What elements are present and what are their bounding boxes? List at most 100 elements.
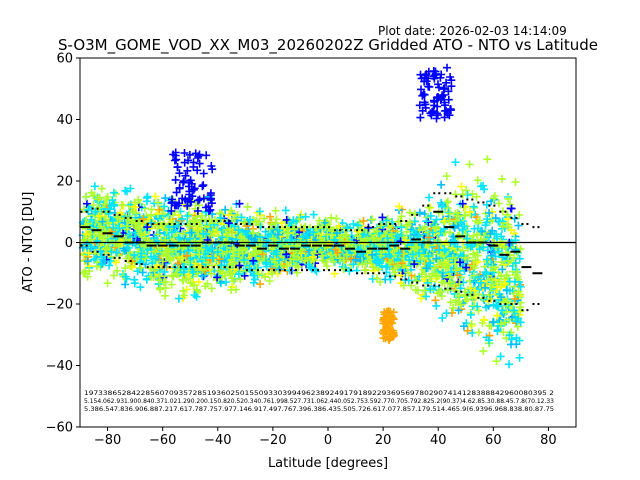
- scatter-point: [89, 191, 98, 200]
- scatter-point: [469, 261, 478, 270]
- scatter-point: [100, 200, 109, 208]
- scatter-point: [121, 280, 130, 289]
- scatter-point: [410, 260, 419, 269]
- scatter-point: [458, 199, 467, 208]
- scatter-point: [184, 270, 193, 279]
- scatter-point: [432, 224, 441, 233]
- scatter-point: [422, 264, 431, 273]
- scatter-point: [438, 202, 446, 211]
- scatter-point: [319, 256, 327, 265]
- scatter-point: [185, 210, 193, 219]
- scatter-point: [195, 150, 204, 159]
- scatter-point: [178, 215, 187, 224]
- scatter-point: [503, 299, 511, 308]
- scatter-point: [417, 270, 426, 279]
- scatter-point: [422, 217, 431, 226]
- scatter-point: [479, 347, 488, 356]
- scatter-point: [265, 277, 274, 285]
- scatter-point: [353, 232, 362, 241]
- scatter-point: [79, 269, 88, 278]
- scatter-point: [312, 267, 321, 276]
- scatter-point: [433, 272, 442, 281]
- scatter-point: [454, 211, 463, 220]
- scatter-point: [509, 308, 517, 316]
- x-tick-label: −20: [259, 433, 286, 448]
- scatter-point: [509, 306, 518, 315]
- scatter-point: [167, 280, 176, 289]
- scatter-point: [103, 279, 112, 288]
- scatter-point: [281, 206, 290, 215]
- scatter-point: [511, 295, 519, 303]
- scatter-point: [236, 275, 245, 284]
- scatter-point: [234, 226, 243, 235]
- scatter-point: [120, 246, 129, 255]
- chart-title: S-O3M_GOME_VOD_XX_M03_20260202Z Gridded …: [58, 36, 598, 55]
- scatter-point: [171, 175, 180, 184]
- scatter-point: [446, 209, 454, 218]
- scatter-point: [479, 315, 488, 324]
- scatter-point: [411, 243, 420, 252]
- scatter-point: [298, 226, 307, 235]
- x-tick-label: 40: [430, 433, 447, 448]
- scatter-point: [466, 284, 475, 293]
- scatter-point: [402, 227, 411, 236]
- scatter-point: [216, 213, 225, 222]
- scatter-point: [318, 251, 326, 260]
- scatter-point: [488, 263, 497, 272]
- scatter-point: [199, 194, 208, 203]
- scatter-point: [422, 251, 431, 260]
- scatter-point: [417, 294, 426, 303]
- scatter-point: [350, 254, 359, 263]
- scatter-point: [209, 253, 218, 262]
- scatter-point: [185, 178, 193, 187]
- scatter-point: [429, 72, 438, 81]
- scatter-point: [504, 223, 513, 232]
- scatter-point: [218, 233, 227, 242]
- scatter-point: [487, 274, 496, 283]
- y-tick-label: −60: [46, 421, 73, 436]
- scatter-point: [189, 268, 198, 276]
- y-tick-label: 20: [56, 175, 73, 190]
- scatter-point: [462, 295, 471, 304]
- scatter-point: [228, 247, 237, 255]
- scatter-point: [435, 245, 443, 254]
- scatter-point: [223, 254, 232, 263]
- scatter-point: [494, 247, 503, 256]
- scatter-point: [474, 328, 483, 337]
- scatter-point: [155, 205, 164, 214]
- scatter-point: [222, 225, 231, 234]
- scatter-point: [225, 267, 234, 276]
- scatter-point: [494, 199, 503, 208]
- scatter-point: [255, 207, 264, 216]
- scatter-point: [185, 194, 194, 203]
- scatter-point: [111, 258, 120, 267]
- scatter-point: [256, 280, 265, 289]
- scatter-point: [237, 213, 246, 222]
- scatter-point: [274, 230, 282, 239]
- scatter-point: [442, 172, 451, 181]
- scatter-point: [410, 252, 419, 261]
- scatter-point: [499, 328, 508, 337]
- scatter-point: [481, 268, 490, 277]
- scatter-point: [333, 229, 341, 238]
- scatter-point: [484, 336, 493, 345]
- scatter-point: [183, 166, 192, 175]
- scatter-point: [425, 272, 434, 281]
- scatter-point: [230, 252, 238, 261]
- scatter-point: [443, 197, 452, 206]
- scatter-point: [442, 78, 451, 87]
- scatter-point: [303, 256, 312, 265]
- scatter-point: [185, 150, 194, 159]
- scatter-point: [271, 255, 280, 264]
- scatter-point: [174, 201, 183, 210]
- bin-count-row: 5.154.062.931.900.840.371.021.290.200.15…: [84, 398, 554, 405]
- scatter-point: [180, 158, 189, 167]
- scatter-point: [458, 190, 467, 199]
- scatter-point: [396, 237, 405, 246]
- scatter-point: [142, 197, 151, 206]
- scatter-point: [284, 229, 293, 238]
- scatter-point: [258, 250, 267, 259]
- scatter-point: [498, 174, 506, 183]
- scatter-point: [199, 181, 208, 190]
- scatter-point: [96, 231, 105, 240]
